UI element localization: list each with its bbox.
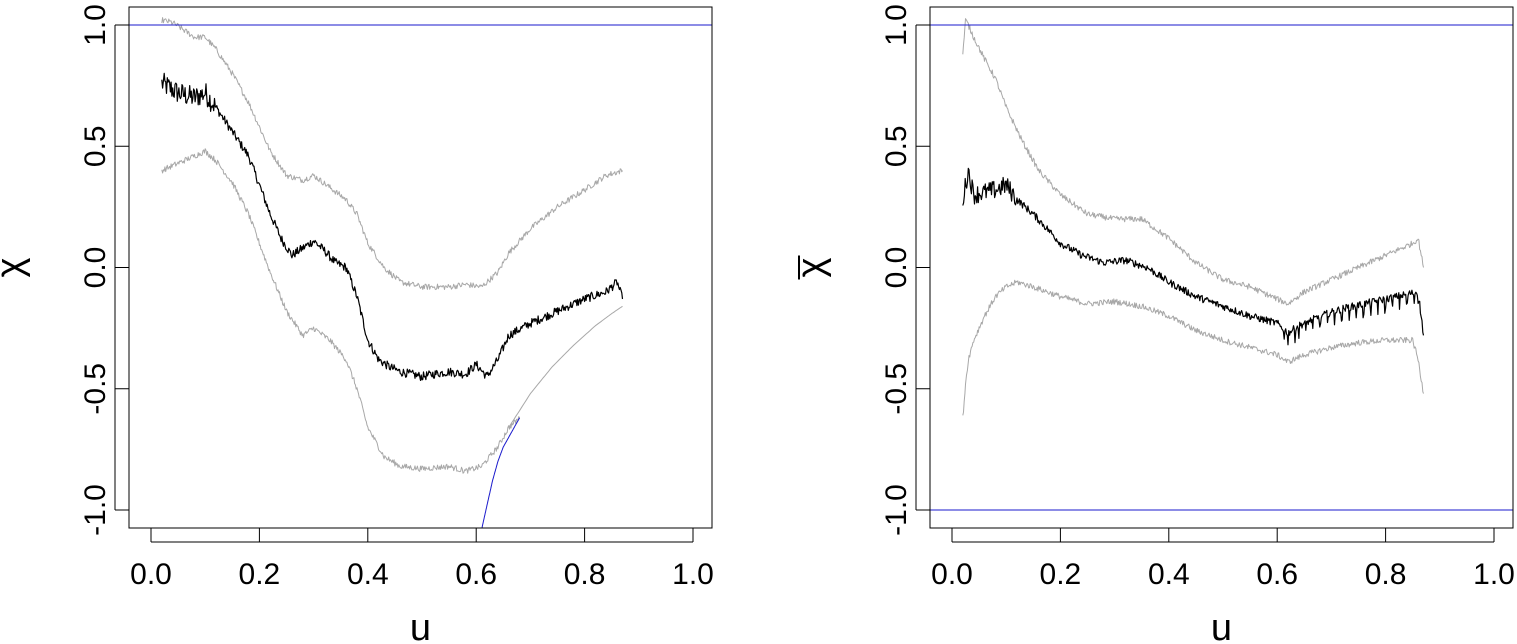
y-tick-label: 0.0 [880,247,913,289]
y-tick-label: -0.5 [79,363,112,415]
y-tick-label: 0.5 [880,125,913,167]
x-tick-label: 1.0 [1473,558,1515,591]
y-tick-label: -1.0 [880,484,913,536]
confidence-band-line [962,18,1424,306]
series-group [129,17,712,528]
x-tick-label: 1.0 [672,558,714,591]
y-tick-label: 1.0 [79,4,112,46]
x-axis-title: u [1211,607,1232,644]
y-tick-label: 0.5 [79,125,112,167]
x-tick-label: 0.0 [931,558,973,591]
x-tick-label: 0.8 [564,558,606,591]
y-tick-label: 1.0 [880,4,913,46]
x-tick-label: 0.2 [1040,558,1082,591]
confidence-band-line [161,17,623,291]
y-axis-title: χ [790,257,832,277]
x-axis-title: u [410,607,431,644]
x-tick-label: 0.4 [1148,558,1190,591]
y-tick-label: 0.0 [79,247,112,289]
confidence-band-line [962,279,1424,416]
x-tick-label: 0.4 [347,558,389,591]
y-tick-label: -1.0 [79,484,112,536]
x-tick-label: 0.6 [1256,558,1298,591]
confidence-band-line [508,305,623,428]
y-axis-title: χ [0,257,31,277]
confidence-band-line [161,148,521,474]
chi-panel: 0.0 0.2 0.4 0.6 0.8 1.0 -1.0 -0.5 0.0 0.5 1.0 u χ [0,4,714,644]
estimate-line [161,72,624,381]
x-tick-label: 0.0 [130,558,172,591]
bound-line [481,417,521,528]
estimate-line [962,167,1425,346]
plot-frame [128,6,713,529]
x-tick-label: 0.2 [239,558,281,591]
series-group [930,18,1513,511]
chi-bar-panel: 0.0 0.2 0.4 0.6 0.8 1.0 -1.0 -0.5 0.0 0.5 1.0 u χ [790,4,1515,644]
plot-frame [929,6,1514,529]
y-tick-label: -0.5 [880,363,913,415]
x-tick-label: 0.6 [455,558,497,591]
x-tick-label: 0.8 [1365,558,1407,591]
